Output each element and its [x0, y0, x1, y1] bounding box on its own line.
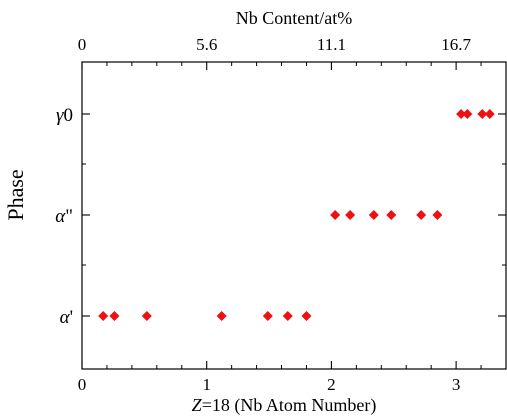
data-point — [484, 109, 495, 119]
phase-label-base: α — [55, 206, 66, 227]
bottom-tick-labels: 0 1 2 3 — [78, 375, 461, 394]
plot-frame — [81, 61, 507, 370]
data-point — [386, 210, 397, 220]
data-point — [109, 311, 120, 321]
phase-label: α' — [60, 307, 73, 328]
phase-category-labels: α'α"γ0 — [55, 105, 73, 328]
bottom-axis-label: Z=18 (Nb Atom Number) — [192, 395, 377, 416]
data-point — [216, 311, 227, 321]
phase-label: γ0 — [56, 105, 73, 126]
top-tick-labels: 0 5.6 11.1 16.7 — [78, 35, 472, 54]
data-point — [282, 311, 293, 321]
phase-label-base: α — [60, 307, 71, 328]
phase-label-suffix: 0 — [64, 105, 74, 126]
x2-tick-label: 16.7 — [441, 35, 471, 54]
bottom-axis-label-rest: =18 (Nb Atom Number) — [202, 395, 377, 416]
data-point — [416, 210, 427, 220]
data-point — [345, 210, 356, 220]
data-point — [368, 210, 379, 220]
data-point — [477, 109, 488, 119]
phase-label-suffix: ' — [70, 307, 73, 328]
data-point — [262, 311, 273, 321]
data-point — [462, 109, 473, 119]
x-tick-label: 3 — [452, 375, 461, 394]
x2-tick-label: 5.6 — [196, 35, 217, 54]
x2-tick-label: 11.1 — [317, 35, 346, 54]
data-point — [432, 210, 443, 220]
top-axis-label: Nb Content/at% — [236, 8, 352, 28]
x-tick-label: 1 — [202, 375, 211, 394]
data-point — [141, 311, 152, 321]
data-point — [456, 109, 467, 119]
data-point — [301, 311, 312, 321]
x-tick-label: 0 — [78, 375, 87, 394]
phase-label-suffix: " — [65, 206, 73, 227]
data-point — [330, 210, 341, 220]
x-tick-label: 2 — [327, 375, 336, 394]
phase-label-base: γ — [56, 105, 64, 126]
phase-label: α" — [55, 206, 73, 227]
x2-tick-label: 0 — [78, 35, 87, 54]
y-axis-label: Phase — [3, 169, 28, 220]
data-points — [98, 109, 495, 321]
data-point — [98, 311, 109, 321]
axis-ticks — [81, 62, 506, 369]
bottom-axis-label-var: Z — [192, 395, 203, 415]
